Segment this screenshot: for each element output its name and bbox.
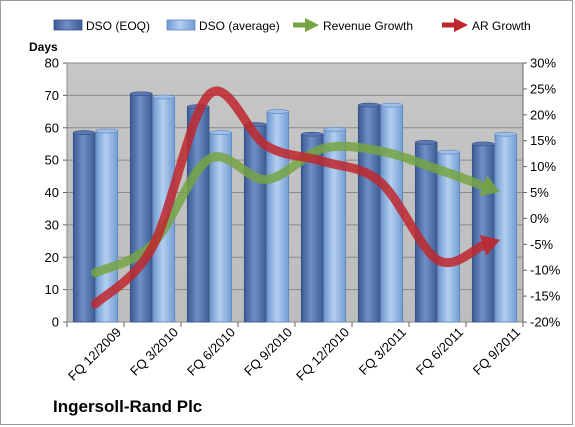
bar-cap-dso-eoq (358, 102, 381, 108)
right-tick-label: 15% (530, 133, 556, 148)
bar-dso-eoq (357, 104, 381, 323)
x-category-label: FQ 9/2010 (241, 325, 295, 379)
line-ar-growth (91, 86, 488, 309)
bar-dso-eoq (471, 143, 495, 323)
bar-cap-dso-eoq (301, 131, 324, 137)
legend-swatch-dso-eoq (53, 19, 83, 31)
legend-label-ar-growth: AR Growth (472, 19, 531, 33)
x-axis: FQ 12/2009 FQ 3/2010 FQ 6/2010 FQ 9/2010FQ … (65, 322, 524, 384)
right-tick-label: 5% (530, 185, 549, 200)
bar-cap-dso-average (323, 127, 346, 132)
right-axis: -20% -15% -10% -5% 0% 5% 10% 15% 20% 25% 30% (522, 56, 561, 330)
left-tick-label: 80 (45, 56, 59, 71)
legend-item-ar-growth: AR Growth (442, 18, 531, 33)
legend-item-revenue-growth: Revenue Growth (293, 18, 413, 33)
left-axis-title: Days (29, 40, 58, 54)
bar-dso-eoq (72, 132, 96, 323)
left-tick-label: 60 (45, 120, 59, 135)
x-category-label: FQ 12/2010 (293, 325, 352, 384)
right-tick-label: -5% (530, 237, 554, 252)
legend-swatch-ar-growth (442, 18, 468, 32)
right-tick-label: 10% (530, 159, 556, 174)
bars-layer (72, 91, 518, 323)
bar-dso-eoq (243, 124, 267, 323)
right-tick-label: -10% (530, 263, 561, 278)
legend-item-dso-eoq: DSO (EOQ) (53, 19, 150, 33)
legend-swatch-revenue-growth (293, 18, 319, 32)
left-tick-label: 70 (45, 88, 59, 103)
arrowhead-revenue-growth (479, 175, 501, 197)
x-category-label: FQ 9/2011 (470, 325, 523, 378)
right-tick-label: -15% (530, 289, 561, 304)
bar-cap-dso-eoq (73, 130, 96, 135)
legend: DSO (EOQ) DSO (average) Revenue Growth A… (53, 18, 531, 33)
right-tick-label: 25% (530, 81, 556, 96)
x-category-label: FQ 3/2011 (356, 325, 409, 378)
bar-cap-dso-average (95, 128, 118, 134)
legend-item-dso-average: DSO (average) (166, 19, 280, 33)
right-tick-label: 30% (530, 56, 556, 71)
left-tick-label: 50 (45, 153, 59, 168)
bar-cap-dso-average (437, 149, 460, 155)
bar-cap-dso-average (152, 94, 175, 100)
bar-dso-average (494, 133, 518, 323)
left-tick-label: 20 (45, 250, 59, 265)
x-category-label: FQ 6/2010 (184, 325, 238, 379)
legend-label-dso-average: DSO (average) (199, 19, 280, 33)
legend-label-revenue-growth: Revenue Growth (323, 19, 413, 33)
right-tick-label: 0% (530, 211, 549, 226)
bar-cap-dso-average (494, 131, 517, 137)
bar-cap-dso-eoq (415, 140, 438, 145)
legend-label-dso-eoq: DSO (EOQ) (86, 19, 150, 33)
left-tick-label: 30 (45, 217, 59, 232)
bar-dso-eoq (129, 93, 153, 323)
right-tick-label: -20% (530, 315, 561, 330)
bar-cap-dso-average (380, 102, 403, 108)
left-tick-label: 10 (45, 282, 59, 297)
company-label: Ingersoll-Rand Plc (53, 397, 202, 416)
lines-layer (91, 86, 501, 309)
arrowhead-ar-growth (479, 234, 501, 256)
left-tick-label: 40 (45, 185, 59, 200)
right-tick-label: 20% (530, 107, 556, 122)
legend-swatch-dso-average (166, 19, 196, 31)
bar-cap-dso-eoq (130, 91, 153, 97)
bar-cap-dso-average (209, 130, 232, 135)
x-category-label: FQ 12/2009 (65, 325, 124, 384)
x-category-label: FQ 6/2011 (413, 325, 466, 378)
x-category-label: FQ 3/2010 (127, 325, 181, 379)
left-axis: 0 10 20 30 40 50 60 70 80 (45, 56, 67, 330)
bar-cap-dso-eoq (472, 141, 495, 147)
bar-cap-dso-average (266, 109, 289, 114)
left-tick-label: 0 (52, 315, 59, 330)
